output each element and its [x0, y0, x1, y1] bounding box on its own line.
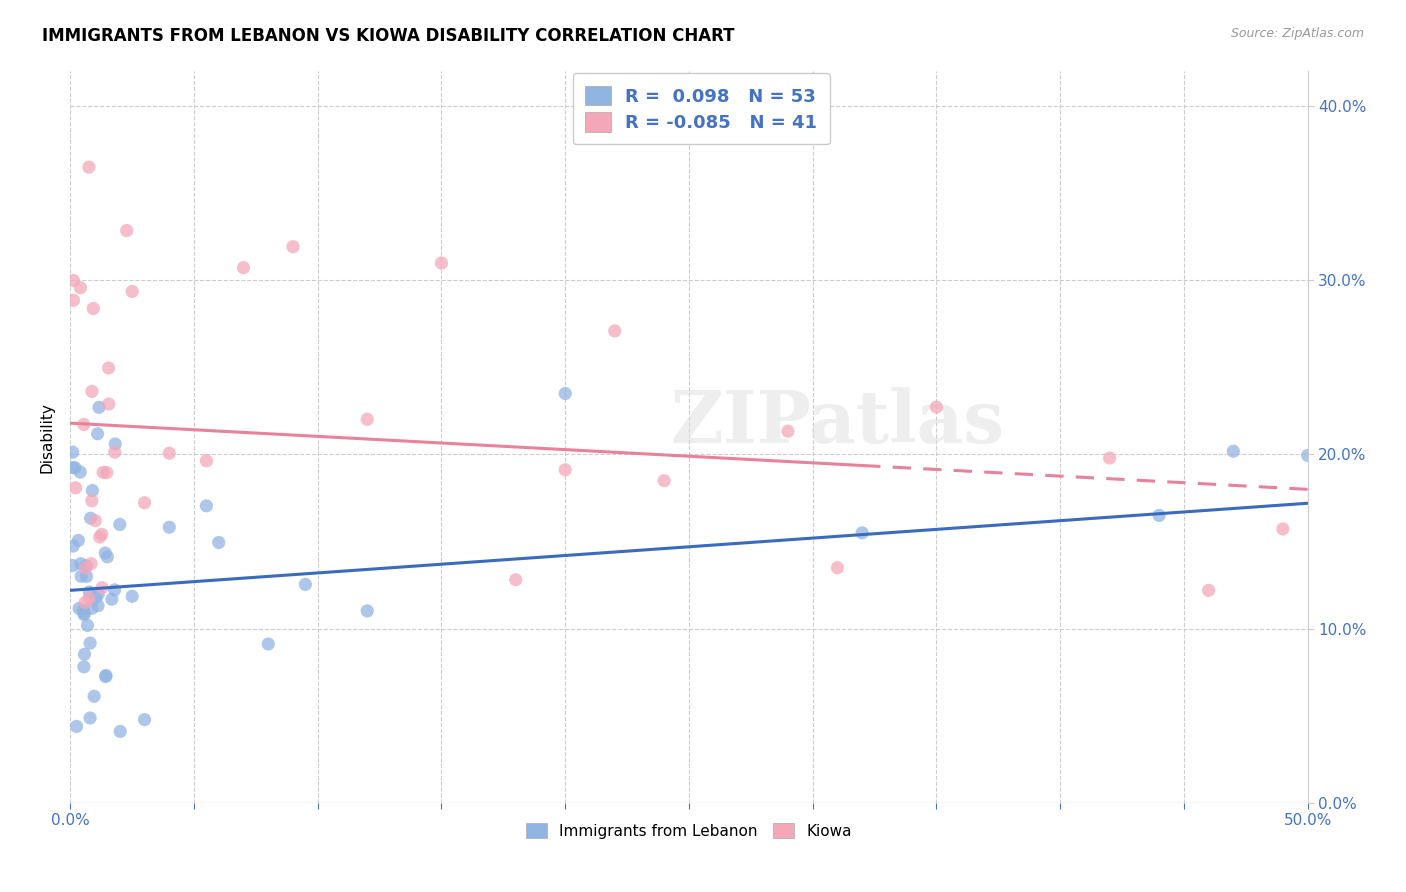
Point [97, 361, 120, 376]
Point [96, 549, 118, 564]
Point [75, 561, 97, 575]
Point [776, 424, 799, 438]
Point [356, 604, 378, 618]
Point [96, 466, 118, 480]
Point [73, 607, 96, 621]
Point [62, 293, 84, 308]
Point [70, 569, 93, 583]
Point [1271, 522, 1294, 536]
Point [208, 535, 231, 549]
Point [65, 719, 87, 733]
Point [91, 466, 114, 480]
Point [652, 474, 675, 488]
Point [104, 445, 127, 459]
Text: ZIPatlas: ZIPatlas [671, 387, 1004, 458]
Point [134, 496, 156, 510]
Point [82, 483, 104, 498]
Point [84, 591, 107, 605]
Text: IMMIGRANTS FROM LEBANON VS KIOWA DISABILITY CORRELATION CHART: IMMIGRANTS FROM LEBANON VS KIOWA DISABIL… [42, 27, 735, 45]
Point [73, 660, 96, 674]
Point [84, 514, 107, 528]
Point [157, 520, 180, 534]
Point [79, 636, 101, 650]
Point [232, 260, 254, 275]
Point [69, 557, 91, 571]
Point [925, 400, 948, 414]
Point [73, 607, 96, 622]
Point [80, 384, 103, 399]
Text: Source: ZipAtlas.com: Source: ZipAtlas.com [1230, 27, 1364, 40]
Point [97, 397, 120, 411]
Point [1098, 450, 1121, 465]
Point [80, 601, 103, 615]
Point [83, 690, 105, 704]
Point [80, 557, 103, 571]
Point [62, 539, 84, 553]
Point [108, 517, 131, 532]
Point [63, 460, 86, 475]
Point [86, 426, 108, 441]
Point [104, 437, 127, 451]
Point [69, 465, 91, 479]
Point [75, 558, 97, 573]
Point [82, 301, 104, 316]
Point [87, 401, 110, 415]
Point [76, 569, 98, 583]
Point [79, 711, 101, 725]
Point [101, 592, 124, 607]
Point [1296, 449, 1319, 463]
Point [554, 463, 576, 477]
Point [281, 240, 304, 254]
Point [91, 581, 114, 595]
Point [1147, 508, 1170, 523]
Point [90, 527, 112, 541]
Point [62, 445, 84, 459]
Point [430, 256, 453, 270]
Point [62, 460, 84, 475]
Point [1198, 583, 1220, 598]
Point [554, 386, 576, 401]
Point [87, 587, 110, 601]
Point [356, 412, 378, 426]
Point [79, 511, 101, 525]
Point [65, 481, 87, 495]
Point [67, 601, 90, 615]
Point [69, 281, 91, 295]
Point [505, 573, 527, 587]
Y-axis label: Disability: Disability [39, 401, 55, 473]
Point [115, 223, 138, 237]
Point [195, 454, 218, 468]
Point [73, 647, 96, 661]
Point [121, 285, 143, 299]
Point [80, 493, 103, 508]
Point [94, 668, 117, 682]
Point [134, 713, 156, 727]
Point [294, 577, 316, 591]
Point [94, 669, 117, 683]
Point [62, 558, 84, 573]
Point [67, 533, 90, 548]
Point [603, 324, 626, 338]
Point [110, 724, 132, 739]
Point [121, 589, 143, 603]
Point [157, 446, 180, 460]
Point [75, 595, 97, 609]
Point [77, 160, 100, 174]
Point [94, 546, 117, 560]
Point [827, 560, 849, 574]
Point [79, 585, 101, 599]
Point [77, 591, 100, 606]
Point [257, 637, 280, 651]
Point [72, 603, 94, 617]
Point [1222, 444, 1244, 458]
Point [76, 618, 98, 632]
Point [87, 599, 110, 613]
Point [195, 499, 218, 513]
Point [104, 582, 127, 597]
Point [62, 273, 84, 287]
Point [851, 525, 873, 540]
Point [73, 417, 96, 432]
Legend: Immigrants from Lebanon, Kiowa: Immigrants from Lebanon, Kiowa [517, 815, 860, 847]
Point [89, 530, 111, 544]
